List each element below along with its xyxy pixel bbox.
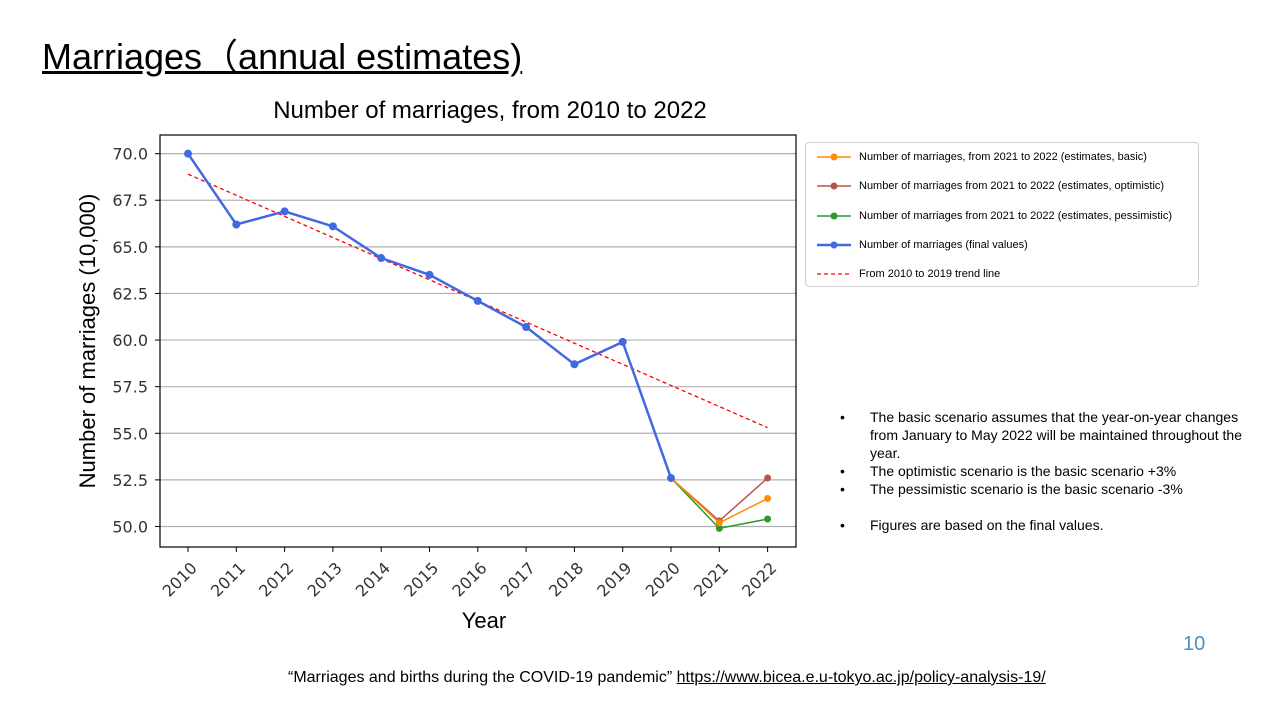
x-tick-label: 2015 (400, 558, 442, 600)
data-point-optimistic (764, 474, 772, 482)
data-point-final (377, 254, 386, 263)
y-tick-label: 70.0 (112, 145, 148, 164)
legend-item-optimistic: Number of marriages from 2021 to 2022 (e… (814, 176, 1164, 196)
chart-legend: Number of marriages, from 2021 to 2022 (… (805, 142, 1199, 287)
y-tick-label: 57.5 (112, 378, 148, 397)
data-point-final (473, 296, 482, 305)
legend-label: Number of marriages from 2021 to 2022 (e… (859, 180, 1165, 193)
note-item: Figures are based on the final values. (840, 516, 1260, 534)
y-tick-label: 60.0 (112, 331, 148, 350)
data-point-final (667, 474, 675, 483)
x-tick-label: 2019 (593, 558, 635, 600)
x-tick-label: 2014 (352, 558, 394, 600)
x-axis-label: Year (462, 608, 506, 633)
data-point-final (570, 360, 579, 369)
x-tick-label: 2012 (255, 558, 297, 600)
legend-label: From 2010 to 2019 trend line (859, 268, 1001, 281)
legend-label: Number of marriages from 2021 to 2022 (e… (859, 209, 1173, 222)
note-item: The basic scenario assumes that the year… (840, 408, 1260, 462)
y-axis-label: Number of marriages (10,000) (75, 194, 100, 489)
x-tick-label: 2011 (207, 558, 249, 600)
source-link[interactable]: https://www.bicea.e.u-tokyo.ac.jp/policy… (676, 669, 1046, 686)
x-tick-label: 2010 (159, 558, 201, 600)
legend-item-trend: From 2010 to 2019 trend line (814, 264, 1000, 284)
data-point-basic (764, 495, 772, 503)
data-point-final (425, 270, 434, 279)
legend-swatch-basic (817, 153, 851, 161)
legend-label: Number of marriages (final values) (859, 238, 1028, 251)
series-line-final (186, 152, 673, 479)
data-point-final (328, 222, 337, 231)
legend-swatch-optimistic (817, 182, 851, 190)
y-tick-label: 50.0 (112, 517, 148, 536)
x-tick-label: 2021 (690, 558, 732, 600)
legend-item-basic: Number of marriages, from 2021 to 2022 (… (814, 147, 1147, 167)
chart-title: Number of marriages, from 2010 to 2022 (273, 97, 707, 124)
x-tick-label: 2017 (497, 558, 539, 600)
x-tick-label: 2022 (738, 558, 780, 600)
plot-frame (159, 134, 797, 548)
legend-swatch-final (817, 241, 851, 249)
y-tick-label: 65.0 (112, 238, 148, 257)
data-point-final (280, 207, 289, 216)
data-point-pessimistic (764, 515, 772, 523)
note-item: The optimistic scenario is the basic sce… (840, 462, 1260, 480)
source-citation: “Marriages and births during the COVID-1… (288, 669, 1046, 687)
x-tick-label: 2020 (642, 558, 684, 600)
source-text: “Marriages and births during the COVID-1… (288, 669, 673, 686)
note-item: The pessimistic scenario is the basic sc… (840, 480, 1260, 498)
series-line-basic (670, 477, 768, 524)
legend-item-final: Number of marriages (final values) (814, 235, 1028, 255)
data-point-basic (715, 519, 723, 527)
y-tick-label: 52.5 (112, 471, 148, 490)
x-tick-label: 2016 (448, 558, 490, 600)
y-tick-label: 62.5 (112, 284, 148, 303)
x-tick-label: 2018 (545, 558, 587, 600)
y-tick-label: 67.5 (112, 191, 148, 210)
data-point-final (522, 323, 531, 332)
series-line-optimistic (670, 477, 769, 522)
legend-item-pessimistic: Number of marriages from 2021 to 2022 (e… (814, 206, 1172, 226)
notes-list: The basic scenario assumes that the year… (840, 408, 1260, 534)
legend-swatch-pessimistic (817, 212, 851, 220)
slide-title: Marriages（annual estimates) (42, 36, 523, 77)
y-tick-label: 55.0 (112, 424, 148, 443)
legend-swatch-trend (817, 273, 851, 275)
data-point-pessimistic (715, 524, 723, 532)
page-number: 10 (1183, 633, 1206, 655)
x-tick-label: 2013 (304, 558, 346, 600)
data-point-final (184, 149, 192, 158)
data-point-final (232, 220, 241, 229)
legend-label: Number of marriages, from 2021 to 2022 (… (859, 151, 1147, 163)
data-point-final (618, 337, 627, 346)
